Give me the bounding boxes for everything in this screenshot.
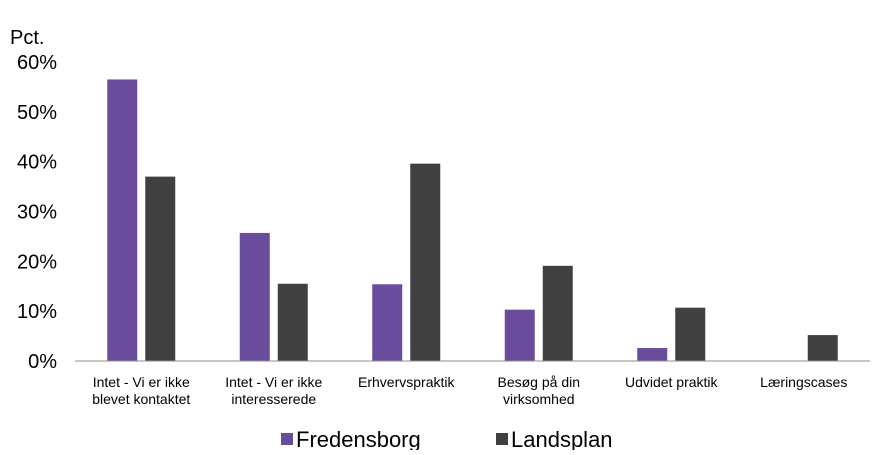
bar-landsplan-2 bbox=[410, 163, 441, 361]
bar-landsplan-1 bbox=[277, 283, 308, 361]
y-tick-label: 40% bbox=[17, 152, 57, 174]
y-axis: 0% 10% 20% 30% 40% 50% 60% bbox=[17, 52, 57, 373]
y-tick-label: 60% bbox=[17, 52, 57, 74]
x-category-label: Udvidet praktik bbox=[625, 374, 719, 390]
legend-swatch-landsplan bbox=[496, 433, 508, 445]
x-category-label: Intet - Vi er ikke bbox=[93, 374, 190, 390]
bar-landsplan-5 bbox=[807, 335, 838, 361]
x-category-label: Intet - Vi er ikke bbox=[225, 374, 322, 390]
x-category-label: Læringscases bbox=[760, 374, 847, 390]
y-tick-label: 30% bbox=[17, 202, 57, 224]
legend-label-fredensborg: Fredensborg bbox=[296, 427, 421, 450]
x-category-label: Besøg på din bbox=[498, 374, 581, 390]
bar-fredensborg-0 bbox=[107, 79, 138, 362]
y-tick-label: 10% bbox=[17, 301, 57, 323]
bar-landsplan-4 bbox=[675, 307, 706, 361]
bar-fredensborg-2 bbox=[372, 284, 403, 361]
x-category-label: virksomhed bbox=[503, 391, 575, 407]
bars bbox=[107, 79, 838, 362]
bar-fredensborg-1 bbox=[239, 232, 270, 361]
y-tick-label: 20% bbox=[17, 251, 57, 273]
y-tick-label: 0% bbox=[28, 351, 57, 373]
bar-landsplan-3 bbox=[542, 265, 573, 361]
y-tick-label: 50% bbox=[17, 102, 57, 124]
x-category-label: blevet kontaktet bbox=[92, 391, 190, 407]
bar-landsplan-0 bbox=[145, 176, 176, 361]
x-category-label: interesserede bbox=[231, 391, 316, 407]
legend-swatch-fredensborg bbox=[281, 433, 293, 445]
y-unit-label: Pct. bbox=[10, 27, 44, 49]
x-category-label: Erhvervspraktik bbox=[358, 374, 455, 390]
legend-label-landsplan: Landsplan bbox=[511, 427, 613, 450]
legend: Fredensborg Landsplan bbox=[281, 427, 613, 452]
bar-fredensborg-4 bbox=[637, 348, 668, 361]
bar-fredensborg-3 bbox=[504, 309, 535, 361]
